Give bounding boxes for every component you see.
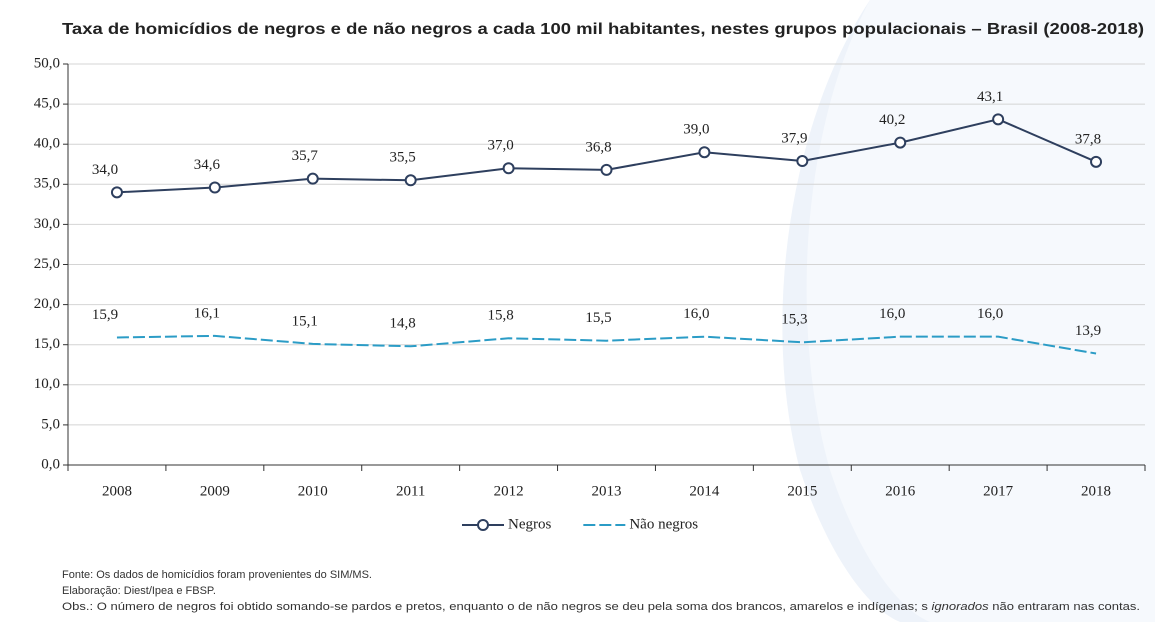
- data-label: 14,8: [390, 316, 416, 332]
- note: Fonte: Os dados de homicídios foram prov…: [62, 569, 372, 581]
- x-tick-label: 2011: [396, 483, 425, 499]
- y-tick-label: 20,0: [34, 296, 60, 312]
- point: [502, 162, 515, 175]
- x-tick-label: 2013: [592, 483, 622, 499]
- obs-part: Obs.: O número de negros foi obtido soma…: [62, 601, 931, 613]
- data-label: 16,1: [194, 305, 220, 321]
- point: [306, 172, 319, 185]
- point: [110, 186, 123, 199]
- data-label: 37,9: [781, 130, 807, 146]
- x-tick-label: 2008: [102, 483, 132, 499]
- data-label: 15,8: [487, 308, 513, 324]
- y-tick-label: 50,0: [34, 55, 60, 71]
- data-label: 16,0: [879, 306, 905, 322]
- obs-part: ignorados: [931, 601, 989, 613]
- x-tick-label: 2016: [885, 483, 916, 499]
- obs-part: não entraram nas contas.: [989, 601, 1140, 613]
- x-tick-label: 2017: [983, 483, 1014, 499]
- legend-label: Negros: [508, 516, 551, 532]
- point: [404, 174, 417, 187]
- background-arc-inner: [806, 0, 1155, 622]
- obs-note: Obs.: O número de negros foi obtido soma…: [62, 601, 1140, 613]
- y-tick-label: 40,0: [34, 136, 60, 152]
- point: [698, 146, 711, 159]
- data-label: 35,7: [292, 148, 319, 164]
- x-tick-label: 2009: [200, 483, 230, 499]
- y-tick-label: 10,0: [34, 376, 60, 392]
- data-label: 35,5: [390, 150, 416, 166]
- data-label: 13,9: [1075, 323, 1101, 339]
- point: [600, 163, 613, 176]
- data-label: 39,0: [683, 122, 709, 138]
- data-label: 15,9: [92, 307, 118, 323]
- legend-label: Não negros: [629, 516, 698, 532]
- y-tick-label: 25,0: [34, 256, 60, 272]
- data-label: 16,0: [977, 306, 1003, 322]
- point: [1090, 155, 1103, 168]
- note: Elaboração: Diest/Ipea e FBSP.: [62, 585, 216, 597]
- y-tick-label: 5,0: [41, 416, 60, 432]
- point: [894, 136, 907, 149]
- y-tick-label: 30,0: [34, 216, 60, 232]
- data-label: 36,8: [585, 139, 611, 155]
- plot: 0,0 5,0 10,0 15,0 20,0 25,0 30,0 35,0 40,0 45,0 50…: [34, 55, 1146, 532]
- data-label: 40,2: [879, 112, 905, 128]
- data-label: 16,0: [683, 306, 709, 322]
- y-tick-label: 15,0: [34, 336, 60, 352]
- series-line: [116, 334, 1097, 355]
- data-label: 34,6: [194, 157, 221, 173]
- data-label: 15,5: [585, 310, 611, 326]
- x-tick-label: 2018: [1081, 483, 1111, 499]
- x-tick-label: 2010: [298, 483, 328, 499]
- data-label: 37,8: [1075, 131, 1101, 147]
- x-tick-label: 2015: [787, 483, 817, 499]
- chart-title: Taxa de homicídios de negros e de não ne…: [62, 21, 1144, 38]
- data-label: 15,3: [781, 312, 807, 328]
- data-label: 43,1: [977, 89, 1003, 105]
- data-label: 37,0: [487, 138, 513, 154]
- data-label: 15,1: [292, 313, 318, 329]
- y-tick-label: 0,0: [41, 456, 60, 472]
- legend-marker: [477, 519, 489, 531]
- point: [208, 181, 221, 194]
- point: [796, 155, 809, 168]
- x-tick-label: 2014: [689, 483, 720, 499]
- y-tick-label: 35,0: [34, 176, 60, 192]
- y-tick-label: 45,0: [34, 96, 60, 112]
- point: [992, 113, 1005, 126]
- data-label: 34,0: [92, 162, 118, 178]
- x-tick-label: 2012: [494, 483, 524, 499]
